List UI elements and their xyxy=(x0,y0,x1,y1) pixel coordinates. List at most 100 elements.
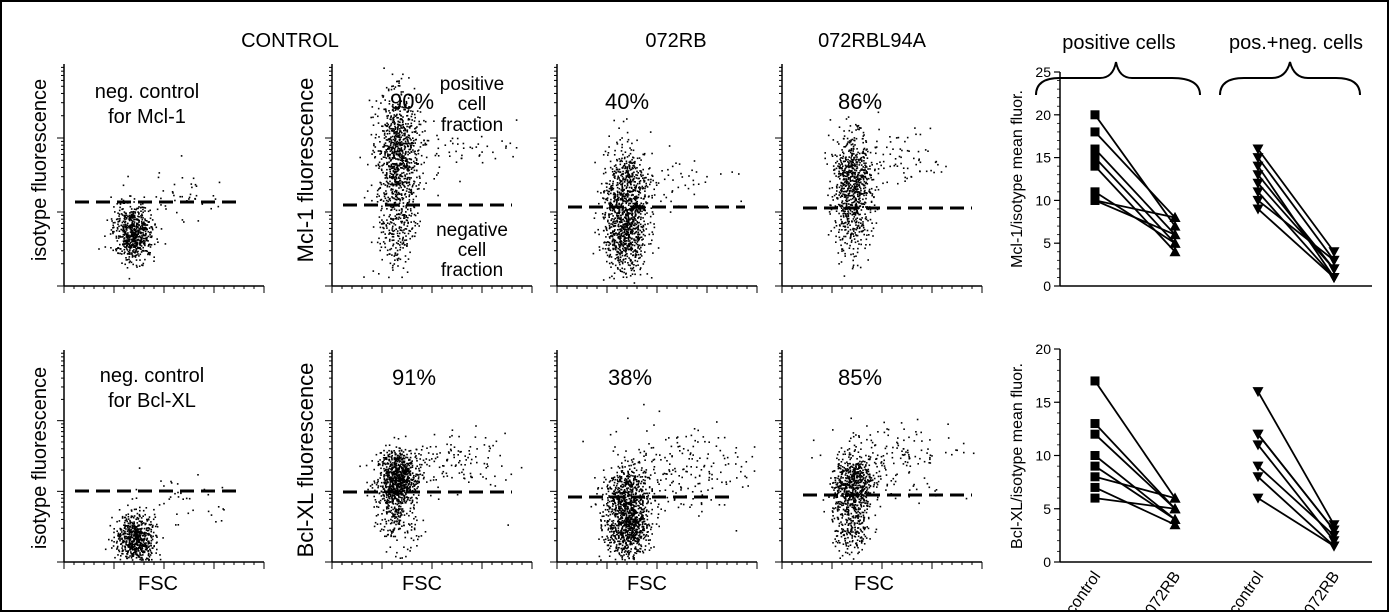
scatter-point xyxy=(637,172,639,174)
scatter-point xyxy=(392,146,394,148)
scatter-point xyxy=(389,199,391,202)
scatter-point xyxy=(414,150,416,153)
scatter-point xyxy=(617,183,619,186)
scatter-point xyxy=(382,231,385,233)
scatter-point xyxy=(394,201,397,204)
scatter-point xyxy=(409,208,412,210)
scatter-point xyxy=(650,243,652,245)
scatter-point xyxy=(120,555,122,557)
scatter-point xyxy=(639,180,642,182)
scatter-point xyxy=(635,174,637,176)
scatter-point xyxy=(395,218,398,220)
scatter-point xyxy=(127,545,129,548)
scatter-point xyxy=(618,244,620,246)
scatter-point xyxy=(391,141,394,144)
scatter-point xyxy=(607,220,609,223)
scatter-point xyxy=(157,241,159,243)
scatter-point xyxy=(837,252,840,254)
scatter-point xyxy=(404,140,407,143)
scatter-point xyxy=(609,255,611,257)
scatter-point xyxy=(858,152,861,155)
scatter-point xyxy=(119,538,121,540)
scatter-point xyxy=(629,202,632,205)
scatter-point xyxy=(390,123,393,125)
scatter-point xyxy=(868,234,870,236)
scatter-point xyxy=(384,151,386,153)
scatter-point xyxy=(112,232,114,235)
scatter-point xyxy=(377,163,380,166)
scatter-point xyxy=(628,164,630,166)
scatter-point xyxy=(133,215,136,218)
scatter-point xyxy=(135,227,138,230)
scatter-point xyxy=(692,179,695,182)
scatter-point xyxy=(621,189,624,191)
scatter-point xyxy=(846,172,848,175)
scatter-point xyxy=(636,220,638,223)
scatter-point xyxy=(613,241,616,244)
scatter-point xyxy=(462,147,465,149)
scatter-point xyxy=(392,264,394,267)
scatter-point xyxy=(623,181,626,183)
scatter-point xyxy=(127,515,130,518)
scatter-point xyxy=(850,170,853,172)
scatter-point xyxy=(616,190,619,193)
scatter-point xyxy=(220,520,223,522)
scatter-point xyxy=(390,136,392,138)
scatter-point xyxy=(168,498,171,500)
scatter-point xyxy=(649,215,652,218)
scatter-point xyxy=(135,538,138,540)
scatter-point xyxy=(861,217,863,219)
scatter-point xyxy=(873,204,876,206)
scatter-point xyxy=(638,190,641,193)
scatter-point xyxy=(848,165,850,167)
scatter-point xyxy=(835,175,837,177)
scatter-point xyxy=(386,208,388,210)
scatter-point xyxy=(855,198,857,200)
scatter-point xyxy=(112,545,115,547)
scatter-point xyxy=(137,250,139,253)
scatter-point xyxy=(412,191,415,194)
scatter-point xyxy=(125,233,128,235)
scatter-point xyxy=(839,154,841,156)
scatter-point xyxy=(121,547,123,549)
scatter-point xyxy=(132,214,135,217)
scatter-point xyxy=(403,214,405,216)
scatter-point xyxy=(851,185,853,187)
scatter-point xyxy=(639,208,641,211)
scatter-point xyxy=(851,191,854,193)
scatter-point xyxy=(651,197,653,199)
scatter-point xyxy=(127,232,129,234)
scatter-point xyxy=(389,248,391,251)
scatter-point xyxy=(399,131,401,133)
scatter-point xyxy=(122,236,124,238)
scatter-point xyxy=(631,273,634,275)
scatter-point xyxy=(139,253,142,256)
scatter-point xyxy=(630,186,633,189)
scatter-point xyxy=(827,194,829,197)
scatter-point xyxy=(852,148,855,150)
scatter-point xyxy=(399,213,401,216)
scatter-point xyxy=(910,175,912,178)
scatter-point xyxy=(624,195,626,197)
scatter-point xyxy=(863,228,866,231)
scatter-point xyxy=(120,543,123,545)
scatter-point xyxy=(617,268,619,270)
scatter-point xyxy=(156,523,158,526)
scatter-point xyxy=(855,137,858,140)
scatter-point xyxy=(393,142,396,145)
scatter-point xyxy=(405,239,408,241)
scatter-point xyxy=(385,136,387,138)
scatter-point xyxy=(395,145,397,148)
scatter-point xyxy=(608,135,610,137)
scatter-point xyxy=(627,173,630,175)
scatter-point xyxy=(870,176,872,179)
scatter-point xyxy=(854,199,856,202)
scatter-point xyxy=(845,215,848,217)
scatter-point xyxy=(403,185,406,188)
scatter-point xyxy=(118,209,121,212)
scatter-point xyxy=(628,223,631,226)
scatter-point xyxy=(124,216,127,218)
scatter-point xyxy=(397,121,400,123)
scatter-point xyxy=(390,173,393,175)
scatter-point xyxy=(634,227,637,230)
